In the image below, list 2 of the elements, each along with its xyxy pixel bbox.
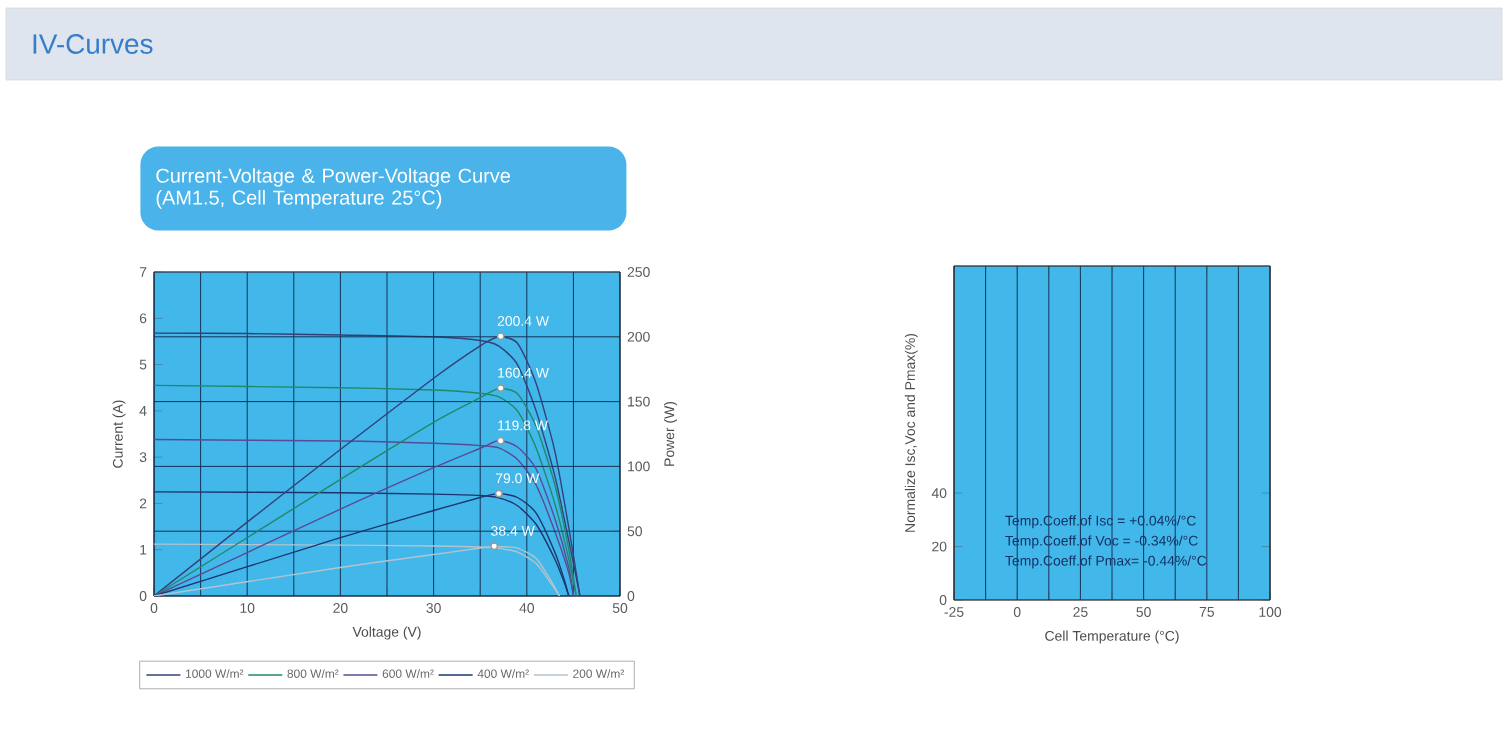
chart-title: IV-Curves xyxy=(33,34,153,54)
chart-subtitle: Current-Voltage & Power-Voltage Curve (AM1.5, Cell Temperature 25°C) xyxy=(156,168,510,209)
